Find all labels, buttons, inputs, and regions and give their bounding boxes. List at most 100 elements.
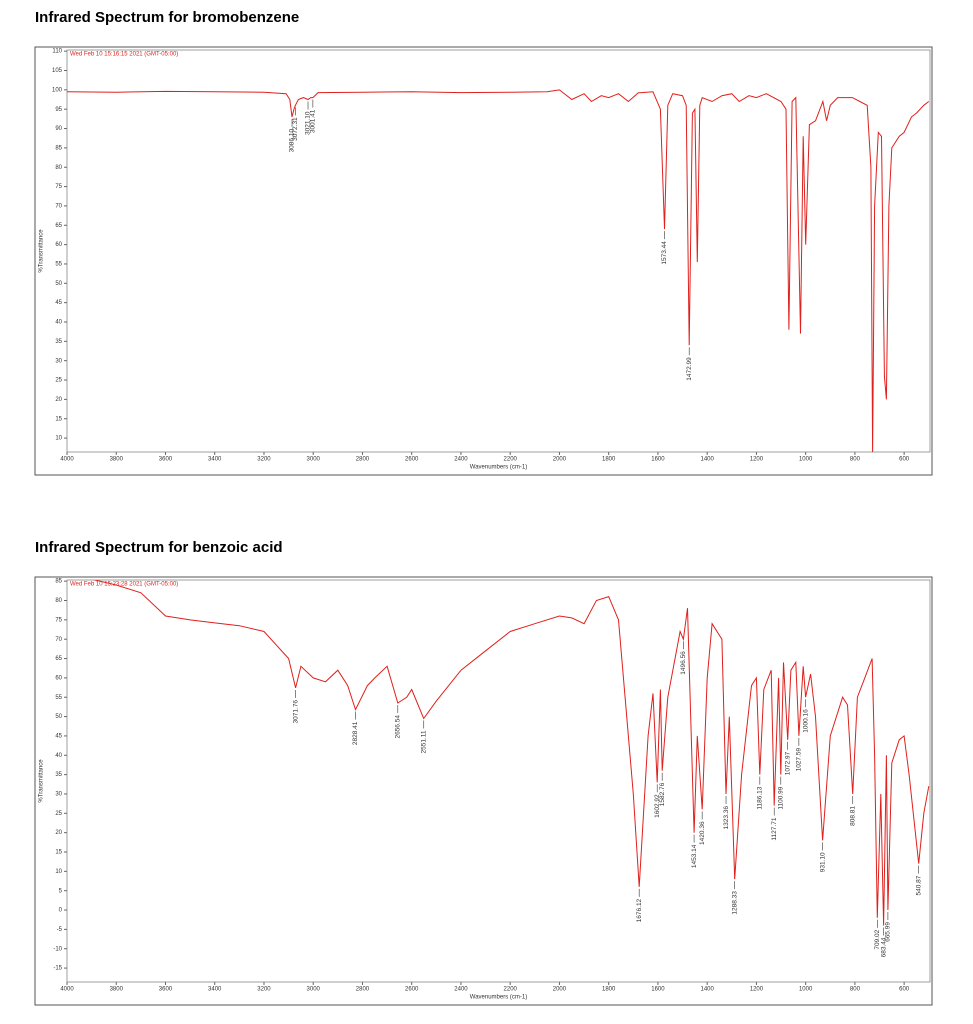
peak-label: 1027.59 — [796, 748, 803, 772]
x-tick-label: 3000 — [307, 457, 321, 463]
peak-label: 3072.31 — [292, 117, 299, 141]
x-tick-label: 3000 — [307, 987, 321, 993]
peak-label: 3071.76 — [292, 700, 299, 724]
x-tick-label: 1600 — [651, 987, 665, 993]
y-tick-label: 30 — [55, 358, 62, 364]
x-tick-label: 2800 — [356, 987, 370, 993]
x-tick-label: 3600 — [159, 457, 173, 463]
y-tick-label: 45 — [55, 300, 62, 306]
x-tick-label: 1000 — [799, 457, 813, 463]
x-tick-label: 2400 — [454, 457, 468, 463]
y-tick-label: 85 — [55, 145, 62, 151]
peak-label: 3021.10 — [305, 111, 312, 135]
x-tick-label: 800 — [850, 987, 861, 993]
x-tick-label: 3200 — [257, 987, 271, 993]
peak-label: 808.81 — [849, 806, 856, 826]
peak-label: 1288.33 — [731, 891, 738, 915]
x-tick-label: 2000 — [553, 987, 567, 993]
frame — [34, 576, 933, 1006]
y-tick-label: 25 — [55, 378, 62, 384]
y-tick-label: 35 — [55, 772, 62, 778]
x-tick-label: 1400 — [700, 987, 714, 993]
x-axis-label: Wavenumbers (cm-1) — [470, 995, 527, 1001]
x-tick-label: 2200 — [504, 457, 518, 463]
x-tick-label: 3400 — [208, 987, 222, 993]
y-tick-label: 35 — [55, 339, 62, 345]
y-tick-label: 15 — [55, 850, 62, 856]
x-tick-label: 600 — [899, 457, 910, 463]
y-tick-label: 0 — [59, 908, 63, 914]
peak-label: 540.87 — [915, 875, 922, 895]
x-tick-label: 1800 — [602, 987, 616, 993]
peak-label: 3001.41 — [310, 109, 317, 133]
y-tick-label: 40 — [55, 320, 62, 326]
y-tick-label: 90 — [55, 126, 62, 132]
peak-label: 2828.41 — [352, 721, 359, 745]
y-tick-label: 70 — [55, 204, 62, 210]
plot-area — [66, 579, 931, 983]
y-tick-label: 60 — [55, 242, 62, 248]
peak-label: 2551.11 — [420, 730, 427, 753]
y-tick-label: 70 — [55, 637, 62, 643]
chart: Infrared Spectrum for bromobenzene 10 15 20… — [34, 9, 933, 476]
x-tick-label: 2800 — [356, 457, 370, 463]
y-tick-label: 25 — [55, 811, 62, 817]
x-tick-label: 1000 — [799, 987, 813, 993]
y-tick-label: 10 — [55, 436, 62, 442]
y-tick-label: 45 — [55, 734, 62, 740]
x-tick-label: 3800 — [110, 457, 124, 463]
peak-label: 1472.99 — [686, 357, 693, 381]
x-tick-label: 2600 — [405, 987, 419, 993]
y-tick-label: 110 — [52, 49, 62, 55]
y-tick-label: -10 — [53, 946, 62, 952]
y-axis-label: %Transmittance — [39, 229, 45, 273]
peak-label: 2656.54 — [395, 715, 402, 739]
y-tick-label: 85 — [55, 579, 62, 585]
chart-title: Infrared Spectrum for benzoic acid — [35, 539, 283, 556]
peak-label: 1420.36 — [699, 821, 706, 845]
peak-label: 1453.14 — [691, 844, 698, 868]
plot-area — [66, 49, 931, 453]
chart: Infrared Spectrum for benzoic acid -15 -10… — [34, 539, 933, 1006]
x-tick-label: 4000 — [60, 987, 74, 993]
peak-label: 1100.99 — [778, 786, 785, 809]
x-tick-label: 3600 — [159, 987, 173, 993]
peak-label: 1000.16 — [802, 709, 809, 733]
y-tick-label: 75 — [55, 617, 62, 623]
y-tick-label: 65 — [55, 223, 62, 229]
peak-label: 1496.56 — [680, 651, 687, 675]
peak-label: 1186.13 — [757, 786, 764, 809]
x-tick-label: 1400 — [700, 457, 714, 463]
y-tick-label: 95 — [55, 107, 62, 113]
x-tick-label: 3200 — [257, 457, 271, 463]
timestamp: Wed Feb 10 15:23:28 2021 (GMT-05:00) — [70, 582, 178, 588]
x-tick-label: 2400 — [454, 987, 468, 993]
peak-label: 1072.97 — [784, 751, 791, 775]
spectrum-line — [92, 580, 930, 926]
x-tick-label: 1200 — [750, 457, 764, 463]
y-tick-label: -15 — [53, 966, 62, 972]
y-tick-label: 20 — [55, 830, 62, 836]
peak-label: 1676.12 — [636, 898, 643, 922]
peak-label: 683.44 — [880, 937, 887, 957]
x-tick-label: 3400 — [208, 457, 222, 463]
x-tick-label: 2600 — [405, 457, 419, 463]
x-tick-label: 1600 — [651, 457, 665, 463]
peak-label: 665.99 — [885, 922, 892, 942]
y-tick-label: 30 — [55, 792, 62, 798]
x-tick-label: 1800 — [602, 457, 616, 463]
peak-label: 931.10 — [819, 852, 826, 872]
y-tick-label: 100 — [52, 87, 63, 93]
chart-title: Infrared Spectrum for bromobenzene — [35, 9, 299, 26]
x-tick-label: 3800 — [110, 987, 124, 993]
y-tick-label: 55 — [55, 695, 62, 701]
x-tick-label: 800 — [850, 457, 861, 463]
y-tick-label: 75 — [55, 184, 62, 190]
x-tick-label: 600 — [899, 987, 910, 993]
frame — [34, 46, 933, 476]
peak-label: 1582.76 — [659, 782, 666, 806]
spectrum-line — [67, 89, 930, 452]
peak-label: 1602.92 — [654, 794, 661, 818]
y-tick-label: 60 — [55, 675, 62, 681]
